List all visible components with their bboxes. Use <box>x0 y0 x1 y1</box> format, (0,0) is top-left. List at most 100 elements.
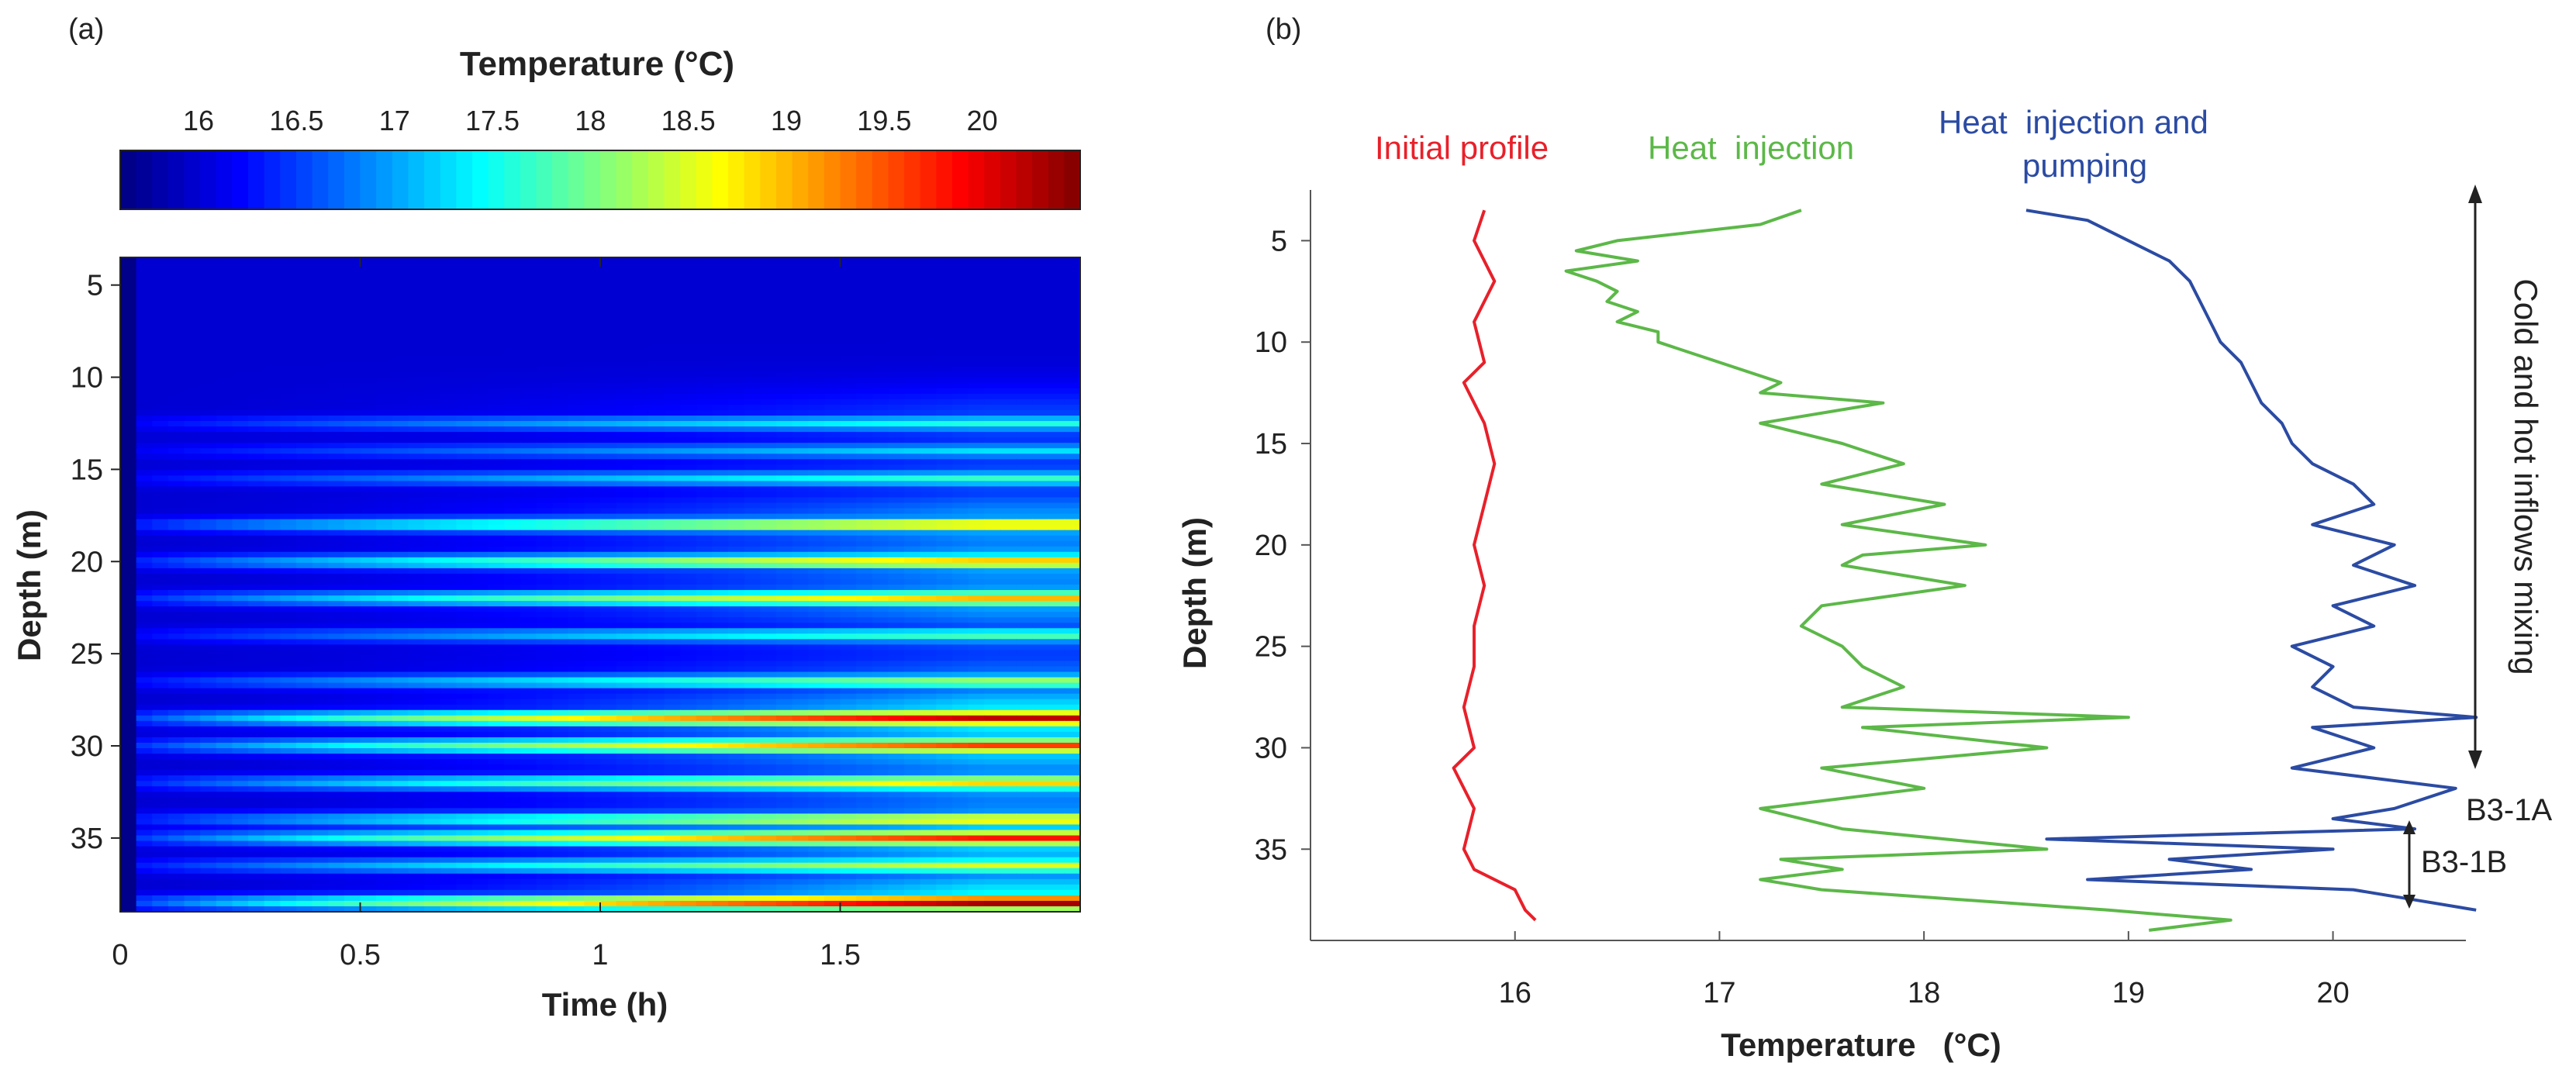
heatmap-cell <box>951 519 969 526</box>
heatmap-cell <box>264 263 281 269</box>
heatmap-cell <box>664 551 681 558</box>
heatmap-cell <box>775 606 793 612</box>
heatmap-cell <box>936 688 953 695</box>
heatmap-cell <box>552 693 569 700</box>
heatmap-cell <box>248 317 265 323</box>
heatmap-cell <box>647 257 665 264</box>
heatmap-cell <box>344 355 361 362</box>
heatmap-cell <box>456 426 473 433</box>
heatmap-cell <box>775 502 793 509</box>
heatmap-cell <box>440 688 457 695</box>
heatmap-cell <box>520 595 537 602</box>
heatmap-cell <box>1000 426 1017 433</box>
heatmap-cell <box>424 628 441 634</box>
heatmap-cell <box>1000 257 1017 264</box>
heatmap-cell <box>488 470 505 476</box>
heatmap-cell <box>408 459 425 465</box>
heatmap-cell <box>232 524 249 531</box>
heatmap-cell <box>456 371 473 378</box>
heatmap-cell <box>824 661 841 668</box>
heatmap-cell <box>680 671 697 678</box>
heatmap-cell <box>568 677 585 684</box>
heatmap-cell <box>616 328 633 335</box>
heatmap-cell <box>920 562 937 569</box>
heatmap-cell <box>536 513 553 520</box>
heatmap-cell <box>712 699 729 706</box>
heatmap-cell <box>488 585 505 591</box>
heatmap-cell <box>888 519 905 526</box>
heatmap-cell <box>136 682 153 689</box>
heatmap-cell <box>968 257 985 264</box>
heatmap-cell <box>295 573 313 580</box>
heatmap-cell <box>616 633 633 640</box>
heatmap-cell <box>536 399 553 405</box>
heatmap-cell <box>600 661 617 668</box>
colorbar-tick-label: 16 <box>183 105 214 136</box>
heatmap-cell <box>936 661 953 668</box>
heatmap-cell <box>536 454 553 460</box>
heatmap-cell <box>167 568 185 575</box>
heatmap-cell <box>840 448 857 454</box>
heatmap-cell <box>872 371 889 378</box>
heatmap-cell <box>968 306 985 312</box>
heatmap-cell <box>280 633 297 640</box>
heatmap-cell <box>264 454 281 460</box>
heatmap-cell <box>392 639 409 645</box>
heatmap-cell <box>280 443 297 449</box>
heatmap-cell <box>520 573 537 580</box>
heatmap-cell <box>232 688 249 695</box>
heatmap-cell <box>760 333 777 340</box>
heatmap-cell <box>680 688 697 695</box>
heatmap-cell <box>312 366 329 373</box>
heatmap-cell <box>1032 409 1049 416</box>
heatmap-cell <box>360 644 377 650</box>
heatmap-cell <box>888 306 905 312</box>
heatmap-cell <box>1032 513 1049 520</box>
heatmap-cell <box>376 454 393 460</box>
heatmap-cell <box>792 601 809 607</box>
heatmap-cell <box>152 443 169 449</box>
heatmap-cell <box>712 448 729 454</box>
heatmap-cell <box>280 323 297 330</box>
heatmap-cell <box>680 432 697 438</box>
heatmap-cell <box>408 443 425 449</box>
heatmap-cell <box>232 306 249 312</box>
heatmap-cell <box>504 350 521 357</box>
heatmap-cell <box>392 464 409 471</box>
heatmap-cell <box>888 595 905 602</box>
heatmap-cell <box>728 382 745 389</box>
heatmap-cell <box>840 437 857 443</box>
heatmap-cell <box>184 388 201 395</box>
heatmap-cell <box>984 333 1001 340</box>
heatmap-cell <box>344 323 361 330</box>
heatmap-cell <box>471 464 489 471</box>
heatmap-cell <box>936 655 953 662</box>
heatmap-cell <box>728 540 745 547</box>
heatmap-cell <box>488 513 505 520</box>
heatmap-cell <box>152 409 169 416</box>
heatmap-cell <box>664 546 681 553</box>
heatmap-cell <box>264 519 281 526</box>
heatmap-cell <box>248 508 265 515</box>
heatmap-cell <box>951 371 969 378</box>
heatmap-cell <box>440 464 457 471</box>
heatmap-cell <box>1016 371 1033 378</box>
heatmap-cell <box>984 323 1001 330</box>
heatmap-cell <box>120 443 137 449</box>
heatmap-cell <box>760 268 777 274</box>
heatmap-cell <box>440 546 457 553</box>
heatmap-cell <box>984 666 1001 673</box>
heatmap-cell <box>504 464 521 471</box>
heatmap-cell <box>647 486 665 493</box>
heatmap-cell <box>344 366 361 373</box>
heatmap-cell <box>152 257 169 264</box>
heatmap-cell <box>376 502 393 509</box>
heatmap-cell <box>536 475 553 481</box>
heatmap-cell <box>408 470 425 476</box>
heatmap-cell <box>1016 312 1033 318</box>
heatmap-cell <box>808 415 825 422</box>
heatmap-cell <box>232 573 249 580</box>
heatmap-cell <box>552 655 569 662</box>
heatmap-cell <box>295 666 313 673</box>
heatmap-cell <box>360 573 377 580</box>
